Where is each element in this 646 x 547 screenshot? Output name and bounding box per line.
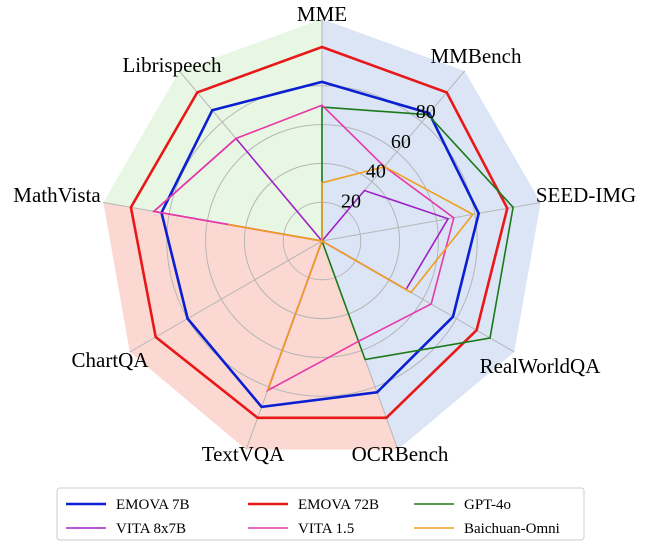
axis-label-ocrbench: OCRBench (352, 442, 449, 466)
legend-label: GPT-4o (464, 497, 511, 513)
tick-label-40: 40 (366, 161, 386, 183)
axis-label-realworldqa: RealWorldQA (480, 354, 602, 378)
axis-label-mmbench: MMBench (431, 44, 522, 68)
grid-spoke (129, 240, 323, 353)
legend-label: VITA 8x7B (116, 521, 186, 537)
background-region-1 (322, 19, 541, 450)
axis-label-chartqa: ChartQA (72, 348, 150, 372)
axis-label-textvqa: TextVQA (202, 442, 285, 466)
legend-label: EMOVA 72B (298, 497, 379, 513)
axis-label-librispeech: Librispeech (122, 53, 222, 77)
series-emova-7b (160, 80, 481, 409)
tick-label-80: 80 (416, 101, 436, 123)
axis-labels: MME MMBench SEED-IMG RealWorldQA OCRBench Tex… (13, 2, 636, 466)
series-vita-1-5 (152, 104, 455, 393)
legend-label: VITA 1.5 (298, 521, 354, 537)
axis-label-mathvista: MathVista (13, 183, 101, 207)
tick-label-60: 60 (391, 131, 411, 153)
background-region-2 (103, 202, 398, 450)
axis-label-mme: MME (297, 2, 347, 26)
series-lines (129, 45, 514, 420)
legend-frame (56, 487, 585, 541)
legend-label: EMOVA 7B (116, 497, 190, 513)
series-baichuan-omni (228, 165, 475, 391)
tick-label-20: 20 (341, 190, 361, 212)
axis-label-seed-img: SEED-IMG (536, 183, 636, 207)
grid-spoke (321, 201, 541, 242)
legend: EMOVA 7B EMOVA 72B GPT-4o VITA 8x7B VITA 1.5… (56, 487, 585, 541)
series-emova-72b (129, 45, 509, 420)
legend-label: Baichuan-Omni (464, 521, 560, 537)
